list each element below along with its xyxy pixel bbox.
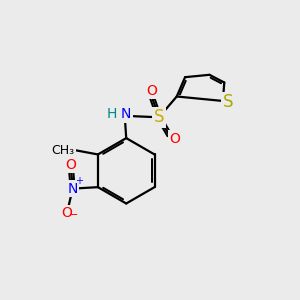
Text: O: O bbox=[66, 158, 76, 172]
Text: O: O bbox=[61, 206, 72, 220]
Text: +: + bbox=[75, 176, 83, 186]
Text: O: O bbox=[169, 132, 180, 146]
Text: CH₃: CH₃ bbox=[51, 143, 74, 157]
Text: S: S bbox=[154, 108, 164, 126]
Text: H: H bbox=[107, 107, 117, 121]
Text: O: O bbox=[146, 84, 157, 98]
Text: −: − bbox=[69, 210, 78, 220]
Text: S: S bbox=[223, 93, 233, 111]
Text: N: N bbox=[121, 107, 131, 121]
Text: N: N bbox=[68, 182, 78, 196]
